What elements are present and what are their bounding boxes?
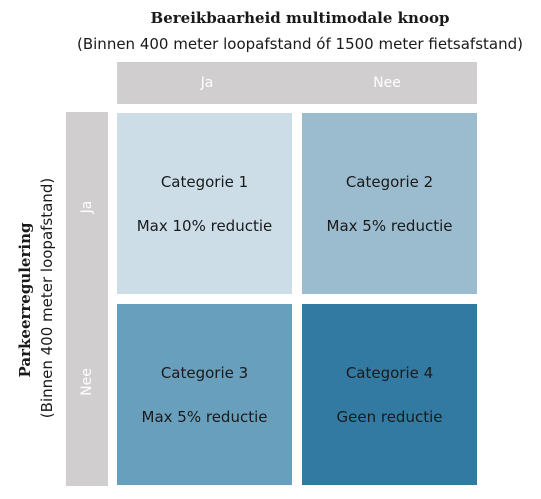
column-header-ja: Ja: [117, 62, 297, 104]
column-header-nee-label: Nee: [373, 75, 401, 91]
matrix-row-title: Parkeerregulering: [16, 222, 34, 378]
cell-category-label: Categorie 2: [345, 172, 434, 191]
matrix-cell-category-1: Categorie 1 Max 10% reductie: [117, 113, 292, 294]
matrix-cell-category-2: Categorie 2 Max 5% reductie: [302, 113, 477, 294]
matrix-cell-category-3: Categorie 3 Max 5% reductie: [117, 304, 292, 485]
matrix-row-subtitle: (Binnen 400 meter loopafstand): [38, 177, 56, 419]
cell-reduction-label: Geen reductie: [336, 407, 443, 426]
row-header-nee-label: Nee: [79, 368, 95, 396]
column-header-ja-label: Ja: [200, 75, 214, 91]
cell-reduction-label: Max 10% reductie: [136, 216, 273, 235]
matrix-column-subtitle: (Binnen 400 meter loopafstand óf 1500 me…: [77, 35, 523, 53]
matrix-column-title: Bereikbaarheid multimodale knoop: [150, 9, 450, 27]
row-header-bar: [66, 112, 108, 486]
column-header-nee: Nee: [297, 62, 477, 104]
cell-reduction-label: Max 5% reductie: [141, 407, 268, 426]
cell-category-label: Categorie 1: [160, 172, 249, 191]
cell-category-label: Categorie 4: [345, 363, 434, 382]
matrix-cell-category-4: Categorie 4 Geen reductie: [302, 304, 477, 485]
cell-reduction-label: Max 5% reductie: [326, 216, 453, 235]
cell-category-label: Categorie 3: [160, 363, 249, 382]
row-header-ja-label: Ja: [79, 200, 95, 214]
